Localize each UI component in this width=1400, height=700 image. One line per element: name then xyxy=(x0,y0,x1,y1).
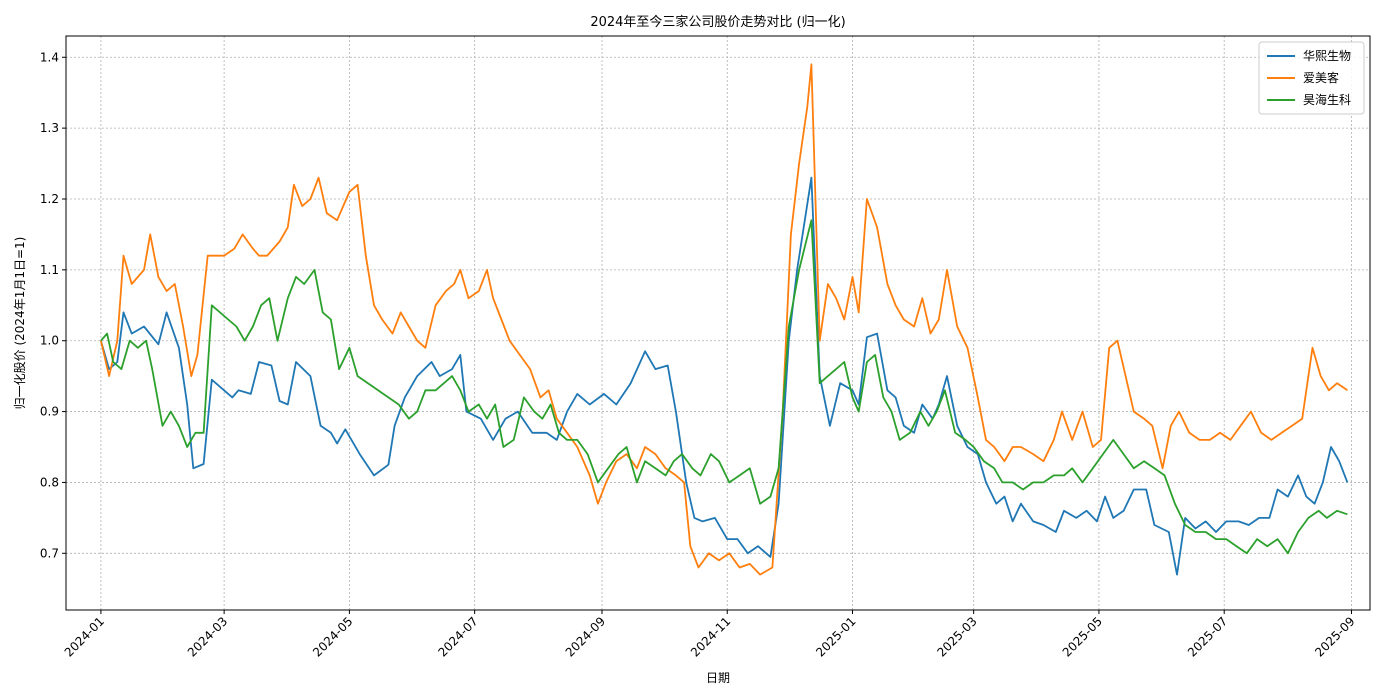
y-tick-label: 0.8 xyxy=(40,475,59,489)
x-tick-label: 2025-05 xyxy=(1060,614,1105,659)
series-layer xyxy=(100,63,1349,576)
x-tick-label: 2025-01 xyxy=(813,614,858,659)
grid xyxy=(66,36,1370,610)
chart-title: 2024年至今三家公司股价走势对比 (归一化) xyxy=(590,14,845,30)
y-tick-label: 1.1 xyxy=(40,263,59,277)
y-tick-label: 0.7 xyxy=(40,546,59,560)
legend-box xyxy=(1258,41,1365,115)
y-tick-label: 0.9 xyxy=(40,405,59,419)
x-tick-label: 2024-09 xyxy=(563,614,608,659)
y-axis: 0.7 0.8 0.9 1.0 1.1 1.2 1.3 1.4 xyxy=(40,50,66,560)
x-tick-label: 2025-09 xyxy=(1312,614,1357,659)
x-tick-label: 2025-03 xyxy=(934,614,979,659)
x-tick-label: 2024-01 xyxy=(62,614,107,659)
x-tick-label: 2024-03 xyxy=(185,614,230,659)
legend-entry: 华熙生物 xyxy=(1303,49,1351,63)
y-tick-label: 1.3 xyxy=(40,121,59,135)
x-axis: 2024-01 2024-03 2024-05 2024-07 2024-09 2024-… xyxy=(62,610,1358,660)
series-line-2 xyxy=(100,219,1348,555)
legend-entry: 爱美客 xyxy=(1303,70,1339,85)
series-line-0 xyxy=(100,176,1349,576)
legend-entry: 昊海生科 xyxy=(1303,92,1351,107)
y-tick-label: 1.2 xyxy=(40,192,59,206)
plot-frame xyxy=(65,35,1371,611)
x-axis-label: 日期 xyxy=(706,671,730,685)
x-tick-label: 2024-07 xyxy=(435,614,480,659)
y-tick-label: 1.4 xyxy=(40,50,59,64)
x-tick-label: 2024-11 xyxy=(688,614,733,659)
x-tick-label: 2025-07 xyxy=(1185,614,1230,659)
series-line-1 xyxy=(100,63,1348,576)
x-tick-label: 2024-05 xyxy=(310,614,355,659)
y-tick-label: 1.0 xyxy=(40,334,59,348)
y-axis-label: 归一化股价 (2024年1月1日=1) xyxy=(13,237,27,410)
